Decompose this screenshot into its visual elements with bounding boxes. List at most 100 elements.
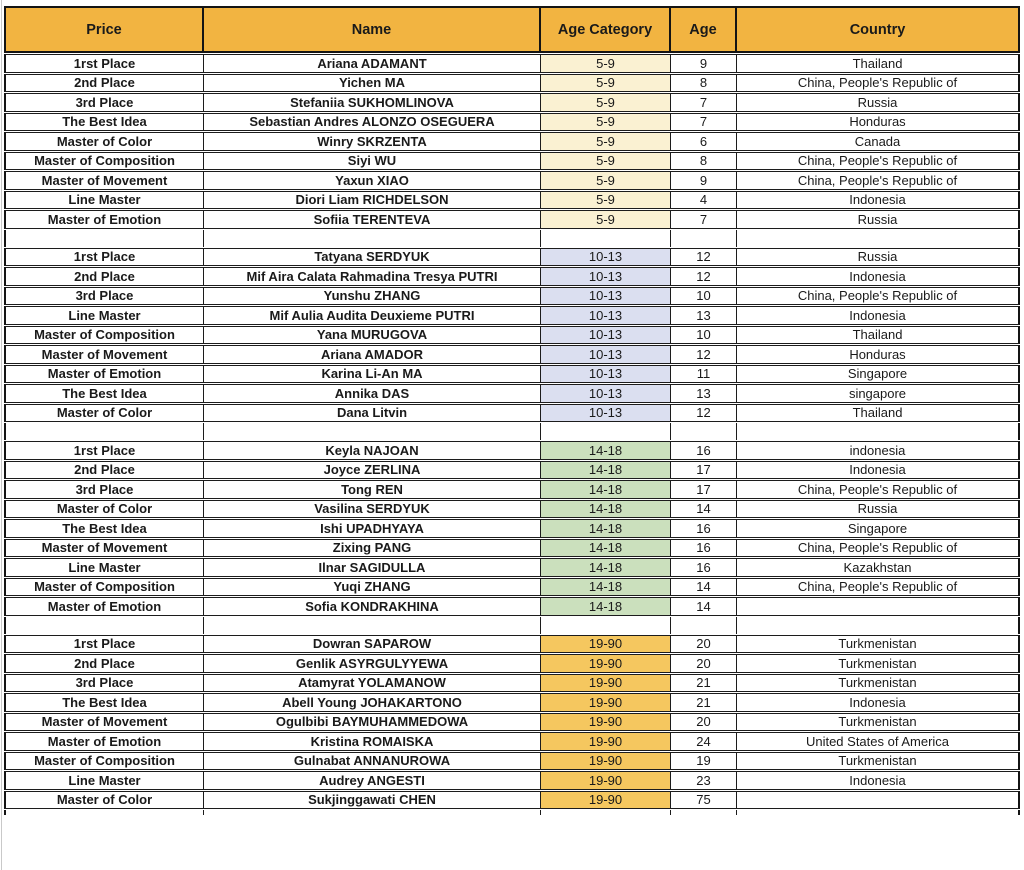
table-row: Master of Color Sukjinggawati CHEN 19-90 75	[4, 790, 1020, 809]
table-row: 3rd Place Yunshu ZHANG 10-13 10 China, Peopl…	[4, 286, 1020, 305]
country-cell: Honduras	[737, 345, 1020, 364]
price-cell: 3rd Place	[4, 286, 204, 305]
table-row: Master of Movement Ogulbibi BAYMUHAMMEDOW…	[4, 712, 1020, 731]
country-cell: Russia	[737, 499, 1020, 518]
name-cell: Sofiia TERENTEVA	[204, 210, 541, 229]
age-category-cell: 14-18	[541, 538, 671, 557]
name-cell: Dana Litvin	[204, 403, 541, 422]
price-cell: Master of Composition	[4, 325, 204, 344]
table-row: Master of Color Winry SKRZENTA 5-9 6 Canada	[4, 132, 1020, 151]
country-cell: Turkmenistan	[737, 654, 1020, 673]
col-header-age-category: Age Category	[541, 6, 671, 53]
age-cell: 21	[671, 673, 737, 692]
age-category-cell: 14-18	[541, 480, 671, 499]
country-cell: Kazakhstan	[737, 558, 1020, 577]
country-cell: Canada	[737, 132, 1020, 151]
stub-cell	[737, 810, 1020, 815]
price-cell: 1rst Place	[4, 247, 204, 266]
country-cell: Russia	[737, 93, 1020, 112]
price-cell: Line Master	[4, 306, 204, 325]
table-row: The Best Idea Ishi UPADHYAYA 14-18 16 Singap…	[4, 519, 1020, 538]
stub-cell	[541, 810, 671, 815]
table-row: 1rst Place Dowran SAPAROW 19-90 20 Turkmenis…	[4, 634, 1020, 653]
spacer-cell	[4, 616, 204, 634]
age-cell: 7	[671, 112, 737, 131]
price-cell: Master of Emotion	[4, 597, 204, 616]
age-cell: 13	[671, 384, 737, 403]
name-cell: Vasilina SERDYUK	[204, 499, 541, 518]
age-category-cell: 5-9	[541, 210, 671, 229]
table-row: Master of Composition Siyi WU 5-9 8 China, P…	[4, 151, 1020, 170]
country-cell: China, People's Republic of	[737, 171, 1020, 190]
spacer-cell	[204, 616, 541, 634]
col-header-age: Age	[671, 6, 737, 53]
country-cell: China, People's Republic of	[737, 286, 1020, 305]
age-cell: 24	[671, 732, 737, 751]
age-cell: 10	[671, 325, 737, 344]
name-cell: Tatyana SERDYUK	[204, 247, 541, 266]
age-category-cell: 5-9	[541, 151, 671, 170]
name-cell: Yuqi ZHANG	[204, 577, 541, 596]
table-row: 2nd Place Mif Aira Calata Rahmadina Tresy…	[4, 267, 1020, 286]
country-cell: China, People's Republic of	[737, 538, 1020, 557]
winners-table: Price Name Age Category Age Country 1rst…	[4, 5, 1020, 816]
age-category-cell: 10-13	[541, 306, 671, 325]
age-category-cell: 14-18	[541, 577, 671, 596]
age-cell: 20	[671, 654, 737, 673]
age-category-cell: 5-9	[541, 171, 671, 190]
price-cell: Master of Emotion	[4, 364, 204, 383]
header-row: Price Name Age Category Age Country	[4, 6, 1020, 53]
table-row: 2nd Place Joyce ZERLINA 14-18 17 Indonesia	[4, 460, 1020, 479]
price-cell: Master of Movement	[4, 345, 204, 364]
name-cell: Mif Aulia Audita Deuxieme PUTRI	[204, 306, 541, 325]
age-category-cell: 14-18	[541, 597, 671, 616]
spacer-cell	[737, 229, 1020, 247]
age-cell: 14	[671, 577, 737, 596]
age-cell: 11	[671, 364, 737, 383]
table-row: Master of Composition Yuqi ZHANG 14-18 14 Ch…	[4, 577, 1020, 596]
price-cell: Master of Color	[4, 790, 204, 809]
name-cell: Yunshu ZHANG	[204, 286, 541, 305]
price-cell: 1rst Place	[4, 441, 204, 460]
age-category-cell: 19-90	[541, 751, 671, 770]
price-cell: 1rst Place	[4, 634, 204, 653]
table-row: 1rst Place Keyla NAJOAN 14-18 16 indonesia	[4, 441, 1020, 460]
age-cell: 16	[671, 519, 737, 538]
name-cell: Audrey ANGESTI	[204, 771, 541, 790]
country-cell: Thailand	[737, 403, 1020, 422]
price-cell: Master of Color	[4, 132, 204, 151]
price-cell: Line Master	[4, 771, 204, 790]
age-category-cell: 5-9	[541, 73, 671, 92]
age-category-cell: 10-13	[541, 403, 671, 422]
country-cell: Thailand	[737, 54, 1020, 73]
age-cell: 13	[671, 306, 737, 325]
age-cell: 20	[671, 634, 737, 653]
name-cell: Atamyrat YOLAMANOW	[204, 673, 541, 692]
price-cell: The Best Idea	[4, 519, 204, 538]
age-cell: 9	[671, 54, 737, 73]
age-cell: 9	[671, 171, 737, 190]
age-cell: 16	[671, 441, 737, 460]
age-cell: 7	[671, 210, 737, 229]
name-cell: Kristina ROMAISKA	[204, 732, 541, 751]
country-cell: Indonesia	[737, 460, 1020, 479]
price-cell: 2nd Place	[4, 267, 204, 286]
price-cell: Master of Emotion	[4, 210, 204, 229]
age-cell: 17	[671, 460, 737, 479]
table-row: Master of Movement Zixing PANG 14-18 16 Chin…	[4, 538, 1020, 557]
age-category-cell: 19-90	[541, 771, 671, 790]
age-cell: 14	[671, 499, 737, 518]
table-row: Master of Movement Yaxun XIAO 5-9 9 China, P…	[4, 171, 1020, 190]
stub-cell	[4, 810, 204, 815]
name-cell: Ariana AMADOR	[204, 345, 541, 364]
country-cell: Russia	[737, 210, 1020, 229]
price-cell: Master of Color	[4, 403, 204, 422]
age-category-cell: 14-18	[541, 441, 671, 460]
group-spacer-row	[4, 423, 1020, 440]
table-row: The Best Idea Sebastian Andres ALONZO OSE…	[4, 112, 1020, 131]
price-cell: Master of Movement	[4, 712, 204, 731]
country-cell: Singapore	[737, 519, 1020, 538]
age-category-cell: 5-9	[541, 93, 671, 112]
age-cell: 12	[671, 247, 737, 266]
age-cell: 16	[671, 558, 737, 577]
